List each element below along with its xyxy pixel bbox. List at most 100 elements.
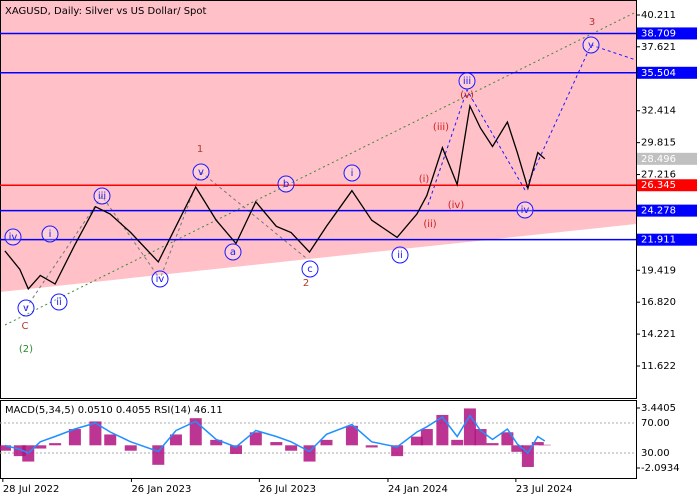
macd-bar <box>345 425 358 446</box>
wave-label: (i) <box>419 174 430 185</box>
x-tick-label: 28 Jul 2022 <box>3 484 60 495</box>
wave-line <box>25 171 202 309</box>
y-tick-label: 19.419 <box>641 265 676 276</box>
wave-circle <box>391 246 409 264</box>
wave-circle <box>277 175 295 193</box>
wave-label: iv <box>156 274 165 285</box>
forecast-line <box>427 44 637 206</box>
level-box <box>637 233 697 246</box>
level-label: 21.911 <box>641 235 676 246</box>
macd-bar <box>365 445 378 448</box>
y-tick-label: 14.221 <box>641 329 676 340</box>
indicator-title: MACD(5,34,5) 0.0510 0.4055 RSI(14) 46.11 <box>5 405 223 416</box>
wave-label: c <box>307 264 313 275</box>
macd-bar <box>436 414 449 446</box>
wave-label: iv <box>9 232 18 243</box>
wave-label: (ii) <box>423 219 436 230</box>
macd-bar <box>320 439 333 446</box>
macd-bar <box>285 445 298 451</box>
wave-label: i <box>351 168 354 179</box>
wave-circle <box>192 163 210 181</box>
level-label: 35.504 <box>641 68 676 79</box>
macd-bar <box>0 445 11 451</box>
y-tick-label: 16.820 <box>641 297 676 308</box>
wave-label: b <box>283 179 289 190</box>
wave-label: (2) <box>19 344 33 355</box>
wave-label: 2 <box>303 278 309 289</box>
macd-bar <box>486 443 499 446</box>
level-box <box>637 179 697 192</box>
macd-bar <box>511 445 524 452</box>
wave-label: 1 <box>197 144 203 155</box>
x-tick-label: 26 Jul 2023 <box>259 484 316 495</box>
wave-label: a <box>230 247 236 258</box>
wave-label: ii <box>397 250 403 261</box>
wave-label: (v) <box>460 90 474 101</box>
y-tick-label: 37.621 <box>641 42 676 53</box>
y-tick-label: 29.815 <box>641 138 676 149</box>
wave-circle <box>93 187 111 205</box>
y2-tick-label: 70.00 <box>641 418 670 429</box>
wave-label: v <box>588 40 594 51</box>
y-tick-label: 32.414 <box>641 106 676 117</box>
macd-bar <box>451 439 464 446</box>
channel-line <box>4 11 637 326</box>
y-tick-label: 3.4405 <box>641 403 676 414</box>
macd-bar <box>270 442 283 446</box>
wave-circle <box>151 270 169 288</box>
wave-label: 3 <box>589 17 595 28</box>
macd-bar <box>152 445 165 465</box>
x-tick-label: 23 Jul 2024 <box>516 484 573 495</box>
indicator-border <box>0 400 637 479</box>
macd-bar <box>68 429 81 446</box>
wave-label: ii <box>56 297 62 308</box>
plot-border <box>0 0 637 399</box>
wave-circle <box>582 36 600 54</box>
wave-label: C <box>22 321 29 332</box>
wave-circle <box>343 164 361 182</box>
level-label: 24.278 <box>641 206 676 217</box>
wave-circle <box>50 293 68 311</box>
chart-title: XAGUSD, Daily: Silver vs US Dollar/ Spot <box>5 6 207 17</box>
macd-bar <box>501 432 514 446</box>
macd-bar <box>531 442 544 446</box>
macd-bar <box>169 434 182 446</box>
macd-bar <box>410 436 423 446</box>
rsi-line <box>4 414 546 455</box>
wave-circle <box>17 299 35 317</box>
wave-label: (iii) <box>433 122 449 133</box>
wave-line <box>200 171 307 259</box>
wave-label: (iv) <box>448 200 465 211</box>
y-tick-label: 40.211 <box>641 10 676 21</box>
y-tick-label: -2.0934 <box>641 463 680 474</box>
wave-label: iv <box>521 205 530 216</box>
wave-circle <box>41 225 59 243</box>
y2-tick-label: 30.00 <box>641 448 670 459</box>
level-box <box>637 152 697 165</box>
macd-bar <box>391 445 404 457</box>
level-label: 28.496 <box>641 154 676 165</box>
macd-bar <box>420 429 433 446</box>
x-tick-label: 24 Jan 2024 <box>388 484 448 495</box>
level-box <box>637 27 697 40</box>
level-label: 26.345 <box>641 180 676 191</box>
y-tick-label: 11.622 <box>641 361 676 372</box>
price-line <box>4 103 546 291</box>
wave-label: v <box>23 303 29 314</box>
wave-label: iii <box>463 76 471 87</box>
level-label: 38.709 <box>641 28 676 39</box>
wave-circle <box>301 260 319 278</box>
macd-bar <box>463 408 476 446</box>
level-box <box>637 204 697 217</box>
macd-bar <box>474 429 487 446</box>
level-box <box>637 66 697 79</box>
wave-circle <box>4 228 22 246</box>
wave-circle <box>516 201 534 219</box>
macd-bar <box>210 439 223 446</box>
wave-label: iii <box>98 191 106 202</box>
macd-bar <box>89 421 102 446</box>
macd-bar <box>249 432 262 446</box>
wave-circle <box>458 72 476 90</box>
x-tick-label: 26 Jan 2023 <box>131 484 191 495</box>
